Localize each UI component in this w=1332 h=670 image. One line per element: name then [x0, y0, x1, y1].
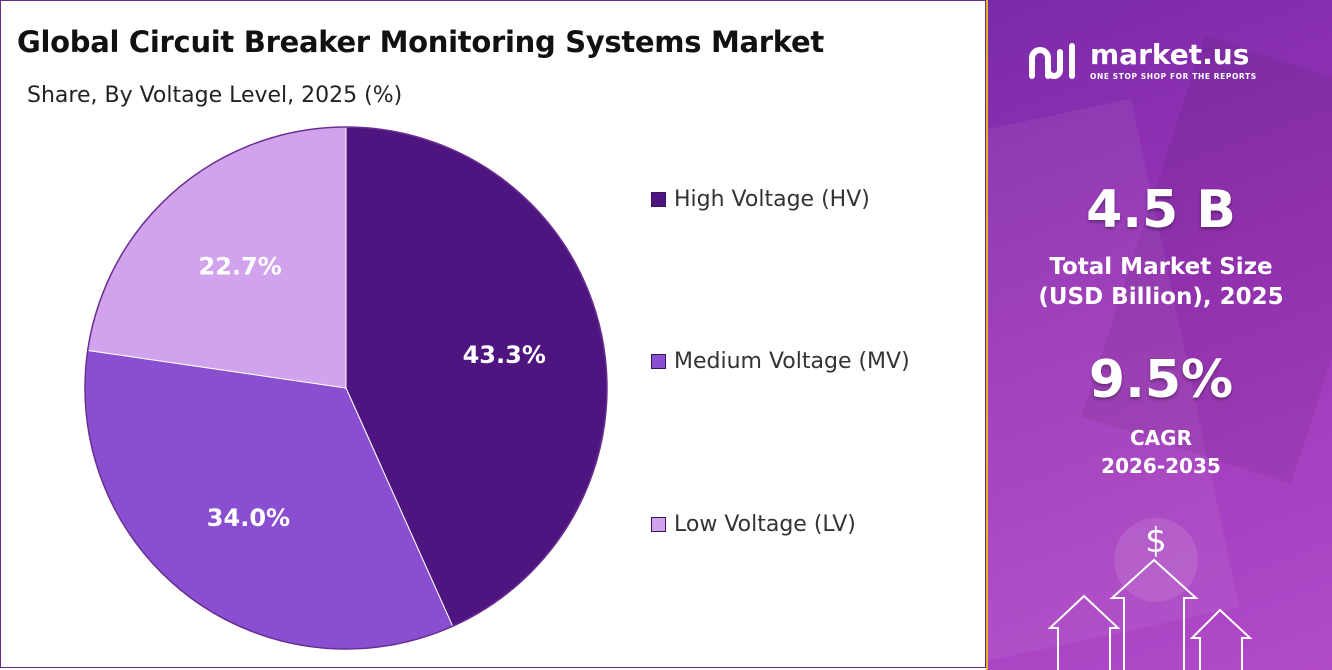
cagr-period: 2026-2035: [1101, 454, 1221, 478]
legend-item-lv: Low Voltage (LV): [651, 512, 856, 537]
pie-label-mv: 34.0%: [207, 504, 290, 532]
growth-arrows-illustration: $: [1047, 518, 1253, 670]
pie-label-hv: 43.3%: [463, 341, 546, 369]
summary-panel: market.us ONE STOP SHOP FOR THE REPORTS …: [986, 0, 1332, 670]
brand-tagline: ONE STOP SHOP FOR THE REPORTS: [1090, 72, 1257, 81]
legend-item-hv: High Voltage (HV): [651, 187, 870, 212]
legend-swatch-hv: [651, 192, 666, 207]
legend-item-mv: Medium Voltage (MV): [651, 349, 910, 374]
market-size-value: 4.5 B: [1086, 180, 1236, 240]
pie-outline: [84, 126, 608, 650]
chart-panel: Global Circuit Breaker Monitoring System…: [0, 0, 986, 668]
cagr-value: 9.5%: [1088, 350, 1234, 410]
chart-title: Global Circuit Breaker Monitoring System…: [17, 25, 824, 59]
pie-slices: [84, 126, 608, 650]
legend-label-lv: Low Voltage (LV): [674, 512, 856, 537]
legend-swatch-lv: [651, 517, 666, 532]
brand: market.us ONE STOP SHOP FOR THE REPORTS: [1028, 40, 1257, 84]
up-arrow-icon: [1047, 594, 1121, 670]
cagr-label: CAGR: [1130, 426, 1192, 450]
pie-label-lv: 22.7%: [199, 253, 282, 281]
market-size-label-line2: (USD Billion), 2025: [1038, 284, 1284, 310]
legend-swatch-mv: [651, 354, 666, 369]
market-size-label-line1: Total Market Size: [1049, 254, 1273, 280]
chart-subtitle: Share, By Voltage Level, 2025 (%): [27, 83, 403, 108]
legend-label-hv: High Voltage (HV): [674, 187, 870, 212]
up-arrow-icon: [1109, 558, 1199, 670]
legend-label-mv: Medium Voltage (MV): [674, 349, 910, 374]
pie-data-labels: 43.3% 34.0% 22.7%: [199, 253, 546, 532]
brand-name: market.us: [1090, 38, 1250, 71]
pie-chart: 43.3% 34.0% 22.7%: [84, 126, 608, 650]
dollar-icon: $: [1145, 521, 1167, 561]
market-us-logo-icon: [1029, 43, 1075, 79]
up-arrow-icon: [1189, 608, 1253, 670]
